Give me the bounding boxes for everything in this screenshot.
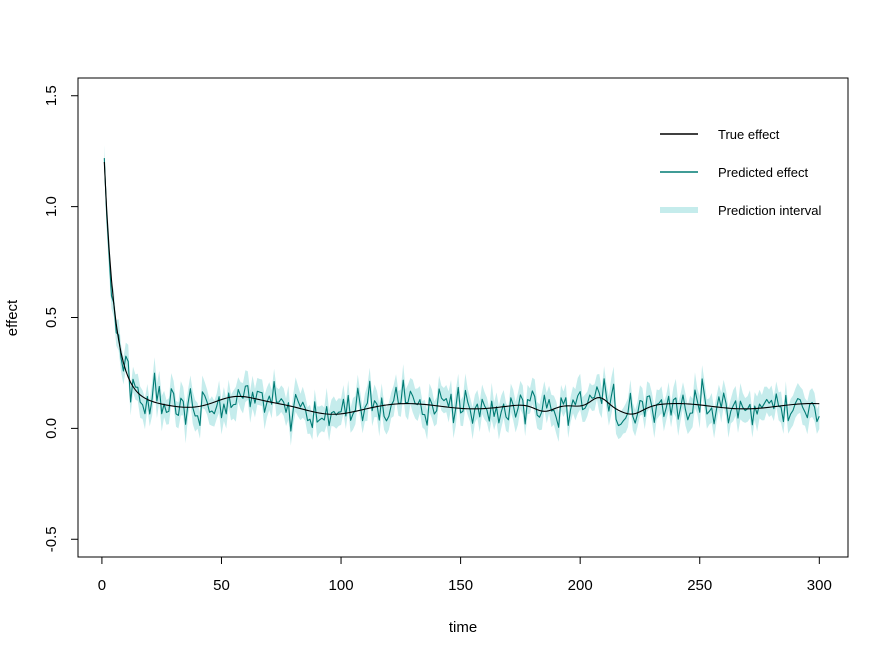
y-tick-label: 1.5 (43, 85, 60, 106)
predicted-effect-line (103, 158, 820, 432)
x-tick-label: 250 (687, 577, 712, 594)
x-tick-label: 50 (213, 577, 230, 594)
y-tick-label: 1.0 (43, 196, 60, 217)
legend-label-prediction-interval: Prediction interval (718, 203, 821, 218)
plot-frame (77, 77, 849, 558)
y-tick-label: 0.5 (43, 307, 60, 328)
x-tick-label: 150 (448, 577, 473, 594)
true-effect-line (103, 161, 820, 415)
x-tick-label: 200 (568, 577, 593, 594)
x-tick-label: 0 (98, 577, 106, 594)
x-tick-label: 300 (807, 577, 832, 594)
series-lines-layer (103, 158, 820, 432)
legend: True effect Predicted effect Prediction … (660, 127, 821, 218)
y-tick-label: -0.5 (43, 526, 60, 552)
y-tick-label: 0.0 (43, 418, 60, 439)
y-axis-title: effect (4, 299, 21, 336)
prediction-interval-band (104, 144, 820, 446)
x-tick-label: 100 (329, 577, 354, 594)
x-axis: 0 50 100 150 200 250 300 (98, 556, 832, 594)
y-axis: -0.5 0.0 0.5 1.0 1.5 (43, 85, 79, 552)
x-axis-title: time (449, 619, 477, 636)
legend-label-predicted-effect: Predicted effect (718, 165, 808, 180)
prediction-interval-band-layer (104, 144, 820, 446)
legend-label-true-effect: True effect (718, 127, 780, 142)
